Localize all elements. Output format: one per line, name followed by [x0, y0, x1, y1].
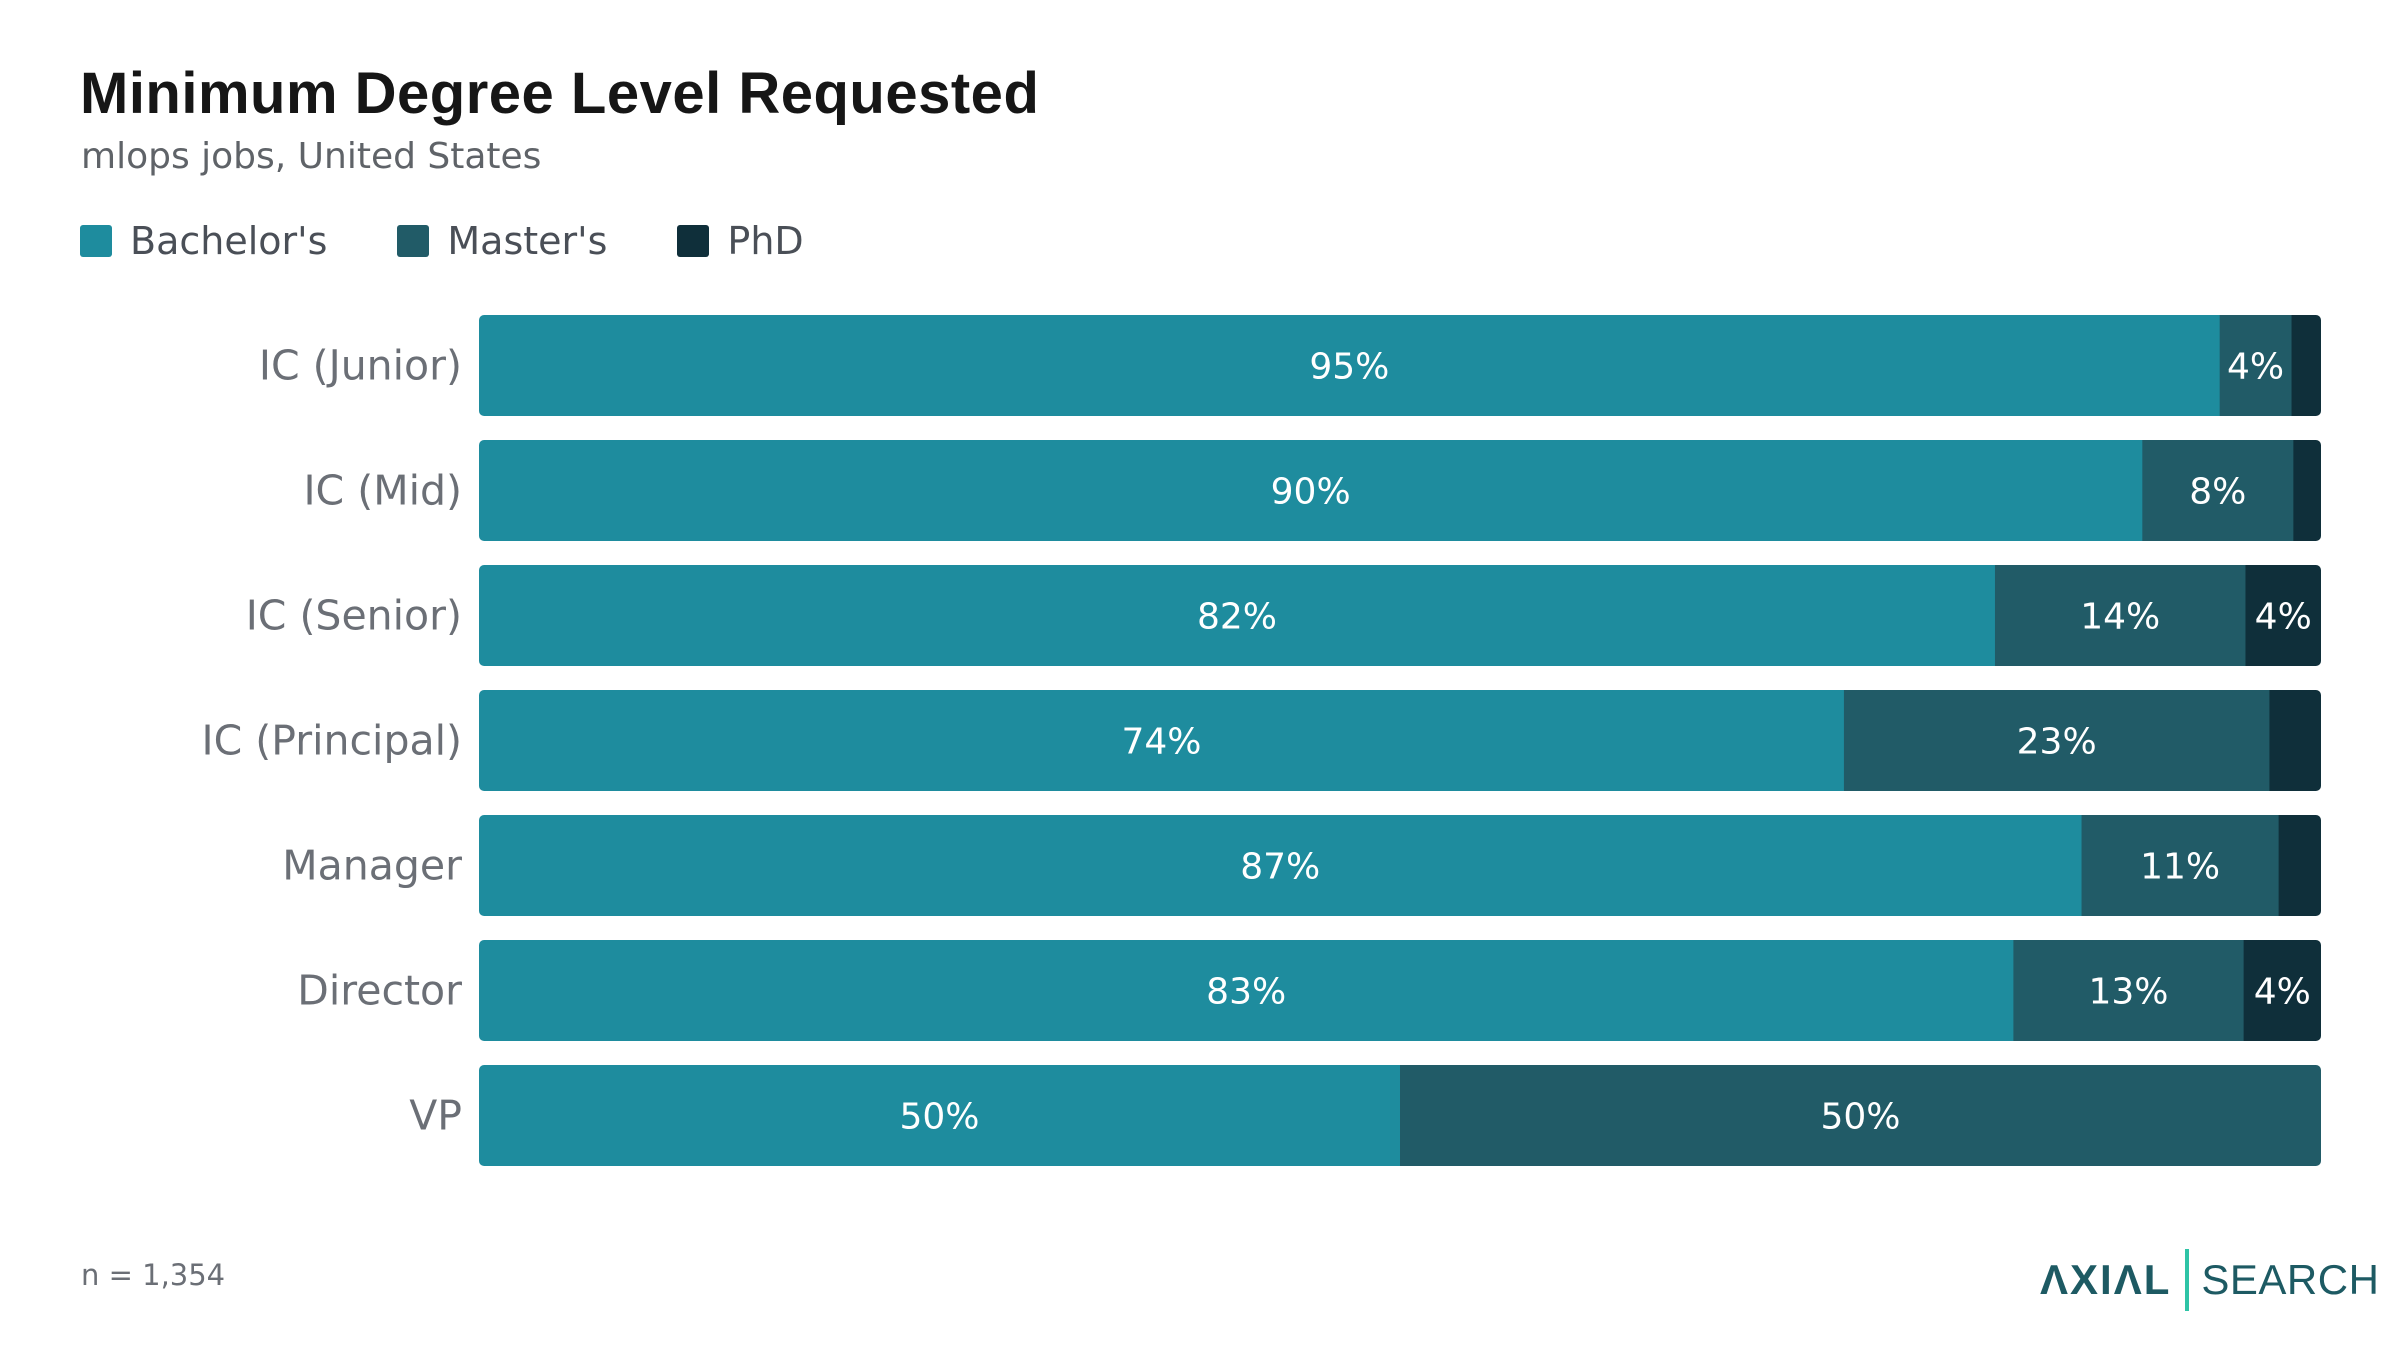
bar-segment-manager-phd [2278, 815, 2321, 916]
data-label-ic-junior-bachelor-s: 95% [1309, 347, 1389, 388]
bar-segment-ic-junior-phd [2291, 315, 2321, 416]
bar-segment-director-master-s [2013, 940, 2245, 1041]
legend-label-phd: PhD [727, 219, 804, 263]
data-label-ic-mid-master-s: 8% [2189, 472, 2246, 513]
data-label-director-bachelor-s: 83% [1206, 972, 1286, 1013]
logo-divider [2185, 1249, 2190, 1311]
data-label-ic-junior-master-s: 4% [2227, 347, 2284, 388]
legend-item-bachelors: Bachelor's [80, 219, 327, 263]
bar-segment-ic-senior-phd [2245, 565, 2321, 666]
category-label-ic-senior: IC (Senior) [246, 592, 462, 640]
bar-segment-director-bachelor-s [479, 940, 2014, 1041]
data-label-manager-master-s: 11% [2140, 847, 2220, 888]
legend-swatch-bachelors [80, 225, 112, 257]
logo-wordmark-search: SEARCH [2201, 1256, 2380, 1303]
category-label-ic-principal: IC (Principal) [202, 717, 462, 765]
bar-row-ic-mid [479, 440, 2321, 541]
stacked-bar-chart: IC (Junior) 95% 4% IC (Mid) 90% 8% IC (Senior)… [202, 315, 2321, 1166]
chart-title: Minimum Degree Level Requested [80, 61, 1040, 126]
bar-segment-ic-principal-phd [2269, 690, 2321, 791]
data-label-director-master-s: 13% [2089, 972, 2169, 1013]
category-label-manager: Manager [282, 842, 462, 890]
legend-label-bachelors: Bachelor's [130, 219, 328, 263]
bar-row-manager [479, 815, 2321, 916]
legend-swatch-masters [397, 225, 430, 257]
bar-segment-ic-junior-bachelor-s [479, 315, 2221, 416]
bar-segment-manager-master-s [2081, 815, 2280, 916]
bar-segment-ic-principal-bachelor-s [479, 690, 1845, 791]
chart-subtitle: mlops jobs, United States [81, 136, 542, 177]
logo-wordmark-axial: ΛXIΛL [2040, 1256, 2172, 1303]
bar-segment-ic-mid-bachelor-s [479, 440, 2143, 541]
bar-row-director [479, 940, 2321, 1041]
legend-item-masters: Master's [397, 219, 607, 263]
data-label-ic-senior-bachelor-s: 82% [1197, 597, 1277, 638]
data-label-ic-senior-master-s: 14% [2080, 597, 2160, 638]
bar-row-ic-principal [479, 690, 2321, 791]
bar-segment-vp-master-s [1400, 1065, 2321, 1166]
bar-segment-ic-mid-master-s [2142, 440, 2294, 541]
data-label-ic-principal-bachelor-s: 74% [1121, 722, 1201, 763]
bar-segment-ic-mid-phd [2293, 440, 2321, 541]
legend-swatch-phd [677, 225, 710, 257]
bar-segment-ic-senior-master-s [1994, 565, 2247, 666]
data-label-ic-mid-bachelor-s: 90% [1271, 472, 1351, 513]
legend-label-masters: Master's [447, 219, 608, 263]
category-label-ic-junior: IC (Junior) [259, 342, 462, 390]
data-label-director-phd: 4% [2254, 972, 2311, 1013]
sample-size-note: n = 1,354 [81, 1258, 226, 1292]
data-label-manager-bachelor-s: 87% [1240, 847, 1320, 888]
bar-segment-ic-senior-bachelor-s [479, 565, 1996, 666]
bar-row-ic-senior [479, 565, 2321, 666]
category-label-ic-mid: IC (Mid) [303, 467, 462, 515]
bar-segment-vp-bachelor-s [479, 1065, 1401, 1166]
data-label-vp-master-s: 50% [1820, 1097, 1900, 1138]
data-label-ic-principal-master-s: 23% [2017, 722, 2097, 763]
axial-search-logo: ΛXIΛL SEARCH [2040, 1248, 2379, 1312]
bar-segment-ic-junior-master-s [2219, 315, 2293, 416]
category-label-vp: VP [409, 1092, 462, 1140]
legend-item-phd: PhD [677, 219, 804, 263]
bar-segment-director-phd [2243, 940, 2321, 1041]
legend: Bachelor's Master's PhD [80, 216, 874, 266]
bar-row-ic-junior [479, 315, 2321, 416]
data-label-vp-bachelor-s: 50% [899, 1097, 979, 1138]
category-label-director: Director [297, 967, 462, 1015]
data-label-ic-senior-phd: 4% [2255, 597, 2312, 638]
bar-segment-ic-principal-master-s [1843, 690, 2271, 791]
bar-row-vp [479, 1065, 2321, 1166]
bar-segment-manager-bachelor-s [479, 815, 2083, 916]
